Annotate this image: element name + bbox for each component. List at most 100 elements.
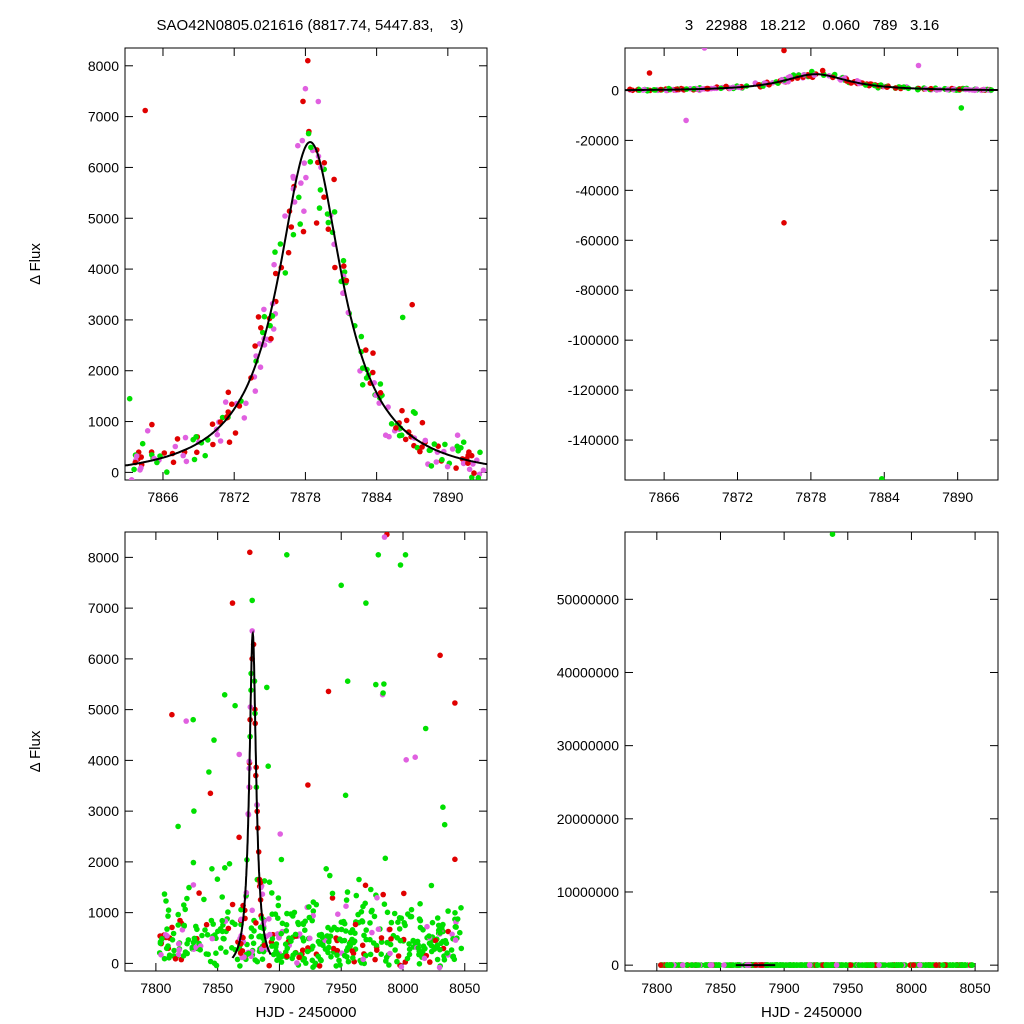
data-point [193,923,199,930]
data-point [164,469,170,475]
data-point [248,933,255,940]
data-point [305,57,311,64]
data-point [252,388,259,394]
data-point [829,962,836,968]
y-tick-label: 20000000 [557,811,620,827]
data-point [402,552,409,558]
data-point [214,876,221,882]
x-tick-label: 7884 [361,489,392,505]
data-point [265,763,272,769]
data-point [329,890,336,897]
data-point [377,381,384,387]
data-point [370,369,376,376]
x-tick-label: 7866 [147,489,178,505]
y-tick-label: 5000 [88,210,119,226]
data-point [397,562,404,568]
data-point [257,933,263,939]
plot-area [125,57,487,491]
data-point [368,886,374,893]
data-point [269,935,276,942]
data-point [163,945,170,952]
x-tick-label: 7850 [202,980,233,996]
data-point [370,940,377,946]
data-point [222,399,229,405]
data-point [338,582,345,589]
data-point [278,930,285,937]
data-point [191,808,197,814]
y-tick-label: 2000 [88,854,119,870]
data-point [140,485,146,491]
data-point [440,804,446,810]
data-point [251,928,257,934]
data-point [893,962,900,968]
data-point [232,702,238,709]
x-tick-label: 8000 [896,980,927,996]
y-tick-label: 0 [111,464,119,480]
y-tick-label: -20000 [575,132,619,148]
data-point [347,929,354,936]
data-point [468,452,475,459]
x-tick-label: 7890 [942,489,973,505]
data-point [341,263,347,269]
data-point [668,962,675,968]
data-point [194,449,200,456]
data-point [302,927,308,933]
data-point [958,105,965,111]
x-tick-label: 7890 [432,489,463,505]
data-point [396,926,403,932]
data-point [325,688,332,695]
data-point [318,931,325,938]
data-point [179,927,186,933]
data-point [174,436,181,442]
data-point [773,962,780,968]
data-point [477,449,483,456]
data-point [424,923,430,930]
data-point [182,434,189,441]
data-point [163,898,169,904]
data-point [259,956,266,962]
data-point [445,928,452,935]
data-point [403,417,410,424]
data-point [355,911,361,918]
data-point [335,911,341,917]
x-tick-label: 7950 [326,980,357,996]
data-point [344,678,351,684]
data-point [254,958,261,965]
data-point [308,144,314,151]
data-point [249,597,255,604]
data-point [393,425,399,431]
data-point [388,421,395,427]
data-point [375,926,382,932]
data-point [388,919,395,926]
data-point [394,958,400,965]
data-point [133,453,140,459]
data-point [823,962,829,968]
data-point [325,219,332,226]
data-point [229,901,236,908]
data-point [381,534,388,540]
data-point [292,931,299,938]
data-point [440,938,446,945]
data-point [181,922,187,929]
bottom-left-full-panel: 0 1000 2000 3000 4000 5000 6000 7000 8000 7800 785… [27,531,488,1021]
data-point [342,792,349,799]
y-tick-label: 30000000 [557,738,620,754]
data-point [363,375,370,381]
data-point [252,343,258,349]
data-point [382,855,389,862]
data-point [407,913,414,920]
data-point [375,552,382,558]
y-tick-label: 40000000 [557,664,620,680]
data-point [433,459,440,465]
data-point [419,949,426,956]
data-point [416,916,423,922]
data-point [164,933,170,939]
y-tick-label: 10000000 [557,884,620,900]
data-point [249,907,255,914]
data-point [180,452,186,459]
data-point [383,958,389,964]
y-tick-label: 3000 [88,803,119,819]
data-point [166,955,172,961]
data-point [349,948,356,954]
data-point [283,949,289,955]
